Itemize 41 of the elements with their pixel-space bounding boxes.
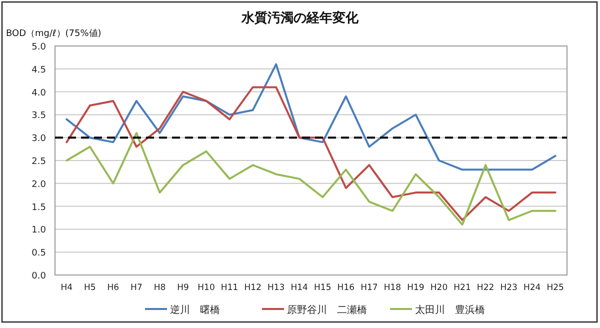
x-tick-label: H16 [337,283,355,293]
x-tick-label: H11 [220,283,238,293]
x-tick-label: H18 [384,283,402,293]
x-tick-label: H17 [360,283,378,293]
x-tick-label: H9 [177,283,189,293]
x-tick-label: H5 [84,283,96,293]
y-tick-label: 2.5 [32,157,46,167]
x-tick-label: H24 [523,283,541,293]
x-tick-label: H22 [476,283,494,293]
line-series [66,63,556,171]
x-tick-label: H14 [290,283,308,293]
y-tick-label: 0.5 [32,248,46,259]
legend-label: 逆川 曙橋 [170,304,220,316]
y-tick-label: 1.0 [32,226,46,236]
y-tick-label: 1.5 [32,202,46,213]
y-tick-label: 2.0 [32,180,46,190]
line-series [66,132,556,226]
x-tick-label: H10 [198,283,215,293]
y-tick-label: 5.0 [32,42,46,52]
y-tick-label: 4.5 [32,65,46,76]
x-tick-label: H15 [314,283,332,293]
y-axis-title: BOD（mg/ℓ）(75%値) [6,28,102,39]
x-tick-label: H25 [546,283,564,293]
line-series [66,86,556,222]
legend-label: 太田川 豊浜橋 [415,304,485,316]
x-tick-label: H23 [500,283,518,293]
chart-title: 水質汚濁の経年変化 [240,10,360,26]
y-tick-label: 3.5 [32,111,46,122]
y-tick-label: 0.0 [32,272,46,282]
x-tick-label: H20 [430,283,448,293]
x-tick-label: H8 [154,283,166,293]
legend-label: 原野谷川 二瀬橋 [287,304,367,316]
x-tick-label: H6 [107,283,120,293]
x-tick-label: H21 [454,283,471,293]
x-tick-label: H19 [407,283,424,293]
y-tick-label: 3.0 [32,134,46,144]
x-tick-label: H12 [244,283,262,293]
x-tick-label: H13 [267,283,285,293]
x-tick-label: H4 [60,283,73,293]
y-tick-label: 4.0 [32,88,46,98]
x-tick-label: H7 [130,283,142,293]
